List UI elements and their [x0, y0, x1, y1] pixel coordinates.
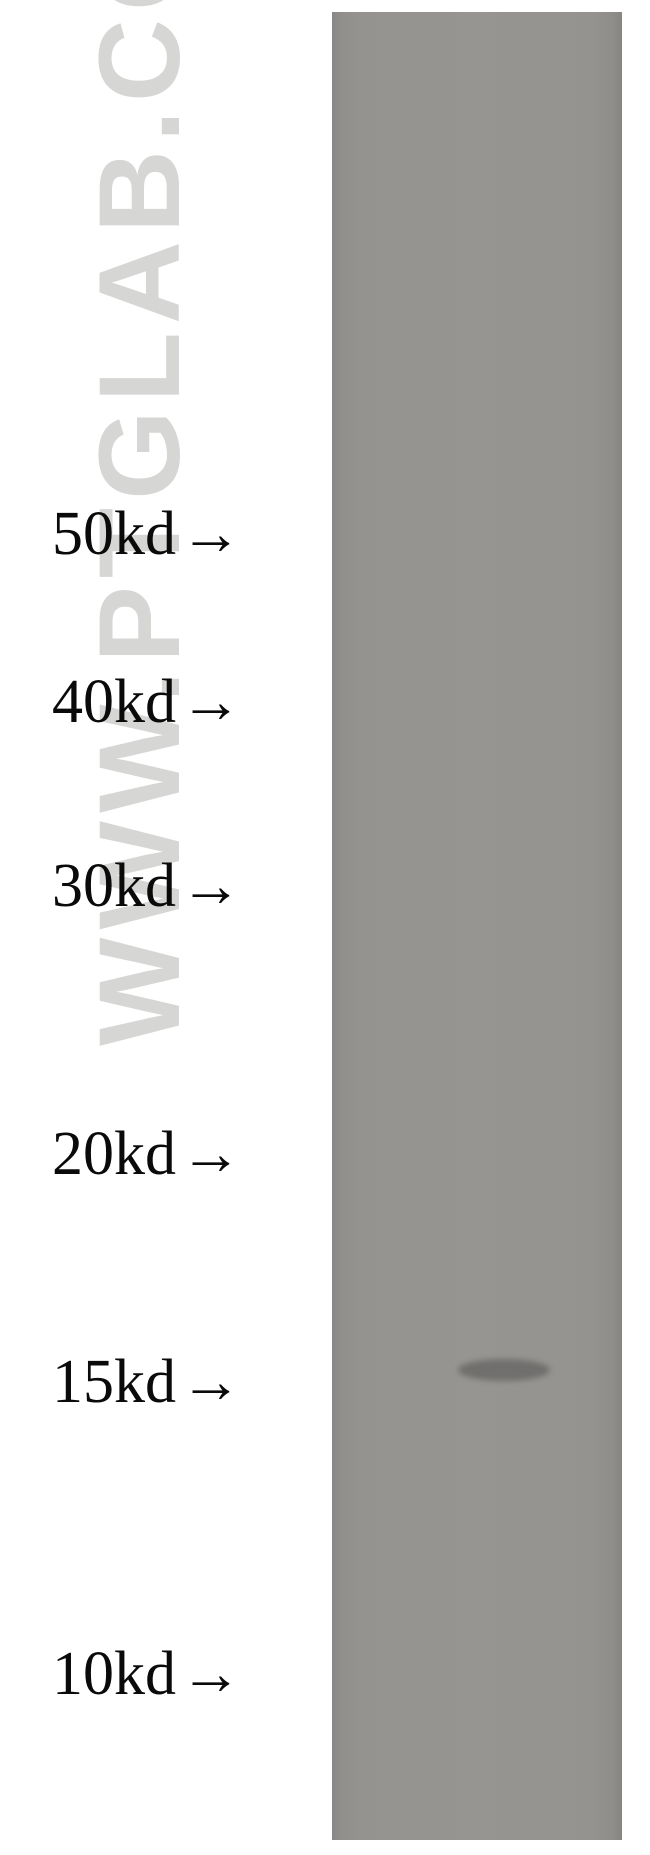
arrow-icon: →: [180, 1639, 242, 1710]
marker-15kd: 15kd→: [52, 1347, 242, 1418]
marker-40kd: 40kd→: [52, 667, 242, 738]
marker-50kd: 50kd→: [52, 499, 242, 570]
marker-label-text: 20kd: [52, 1119, 176, 1190]
western-blot-figure: WWW.PTGLAB.COM 50kd→ 40kd→ 30kd→ 20kd→ 1…: [0, 0, 650, 1855]
blot-lane: [332, 12, 622, 1840]
marker-30kd: 30kd→: [52, 851, 242, 922]
arrow-icon: →: [180, 667, 242, 738]
marker-label-text: 15kd: [52, 1347, 176, 1418]
marker-20kd: 20kd→: [52, 1119, 242, 1190]
arrow-icon: →: [180, 851, 242, 922]
arrow-icon: →: [180, 1347, 242, 1418]
arrow-icon: →: [180, 499, 242, 570]
protein-band: [458, 1359, 550, 1381]
marker-label-text: 30kd: [52, 851, 176, 922]
arrow-icon: →: [180, 1119, 242, 1190]
marker-10kd: 10kd→: [52, 1639, 242, 1710]
marker-label-text: 10kd: [52, 1639, 176, 1710]
marker-label-text: 40kd: [52, 667, 176, 738]
marker-label-text: 50kd: [52, 499, 176, 570]
